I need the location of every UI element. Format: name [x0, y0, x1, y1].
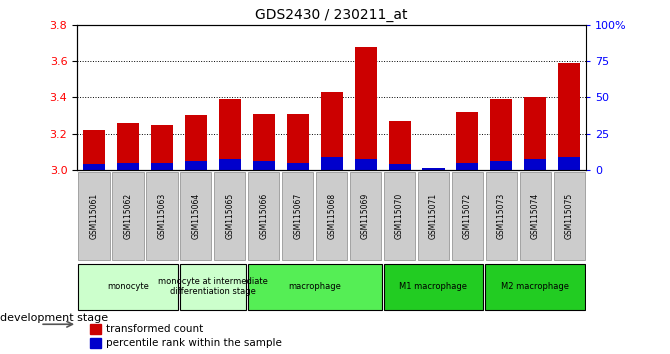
Bar — [558, 63, 580, 170]
FancyBboxPatch shape — [248, 264, 381, 309]
Text: GSM115065: GSM115065 — [225, 193, 234, 239]
FancyBboxPatch shape — [452, 172, 483, 260]
Bar — [151, 163, 173, 170]
FancyBboxPatch shape — [553, 172, 585, 260]
FancyBboxPatch shape — [113, 172, 143, 260]
Text: GSM115069: GSM115069 — [361, 193, 370, 239]
Text: GSM115062: GSM115062 — [123, 193, 133, 239]
FancyBboxPatch shape — [486, 172, 517, 260]
Bar — [321, 92, 342, 170]
Text: monocyte at intermediate
differentiation stage: monocyte at intermediate differentiation… — [158, 277, 268, 296]
Bar — [423, 168, 444, 170]
FancyBboxPatch shape — [214, 172, 245, 260]
Text: GSM115072: GSM115072 — [463, 193, 472, 239]
Bar — [185, 161, 207, 170]
Bar — [287, 163, 309, 170]
Bar — [90, 338, 100, 348]
Text: percentile rank within the sample: percentile rank within the sample — [106, 338, 282, 348]
FancyBboxPatch shape — [248, 172, 279, 260]
Bar — [287, 114, 309, 170]
Text: GSM115071: GSM115071 — [429, 193, 438, 239]
Text: GSM115063: GSM115063 — [157, 193, 166, 239]
FancyBboxPatch shape — [486, 264, 585, 309]
Bar — [219, 159, 241, 170]
Bar — [219, 99, 241, 170]
Bar — [558, 157, 580, 170]
Bar — [354, 47, 377, 170]
Bar — [253, 114, 275, 170]
Text: M1 macrophage: M1 macrophage — [399, 282, 468, 291]
Text: development stage: development stage — [0, 313, 108, 323]
Bar — [117, 123, 139, 170]
Text: transformed count: transformed count — [106, 324, 203, 334]
Bar — [253, 161, 275, 170]
Bar — [490, 161, 513, 170]
FancyBboxPatch shape — [78, 264, 178, 309]
Bar — [354, 159, 377, 170]
Bar — [389, 165, 411, 170]
FancyBboxPatch shape — [78, 172, 110, 260]
FancyBboxPatch shape — [180, 264, 246, 309]
Text: GSM115068: GSM115068 — [327, 193, 336, 239]
Text: GSM115066: GSM115066 — [259, 193, 268, 239]
Bar — [117, 163, 139, 170]
FancyBboxPatch shape — [384, 172, 415, 260]
Bar — [321, 157, 342, 170]
FancyBboxPatch shape — [282, 172, 314, 260]
FancyBboxPatch shape — [316, 172, 347, 260]
Text: GSM115074: GSM115074 — [531, 193, 540, 239]
FancyBboxPatch shape — [418, 172, 449, 260]
Bar — [456, 163, 478, 170]
FancyBboxPatch shape — [520, 172, 551, 260]
Bar — [525, 97, 546, 170]
Text: GSM115070: GSM115070 — [395, 193, 404, 239]
Bar — [151, 125, 173, 170]
FancyBboxPatch shape — [384, 264, 483, 309]
Bar — [90, 324, 100, 333]
Text: GSM115073: GSM115073 — [497, 193, 506, 239]
Bar — [83, 130, 105, 170]
Bar — [456, 112, 478, 170]
Bar — [83, 165, 105, 170]
Text: macrophage: macrophage — [288, 282, 341, 291]
Text: M2 macrophage: M2 macrophage — [501, 282, 570, 291]
Bar — [185, 115, 207, 170]
Text: GSM115067: GSM115067 — [293, 193, 302, 239]
FancyBboxPatch shape — [180, 172, 212, 260]
Bar — [525, 159, 546, 170]
FancyBboxPatch shape — [350, 172, 381, 260]
Text: GSM115064: GSM115064 — [192, 193, 200, 239]
Title: GDS2430 / 230211_at: GDS2430 / 230211_at — [255, 8, 408, 22]
Text: monocyte: monocyte — [107, 282, 149, 291]
Bar — [389, 121, 411, 170]
Text: GSM115061: GSM115061 — [90, 193, 98, 239]
Bar — [490, 99, 513, 170]
FancyBboxPatch shape — [146, 172, 178, 260]
Text: GSM115075: GSM115075 — [565, 193, 574, 239]
Bar — [423, 168, 444, 170]
